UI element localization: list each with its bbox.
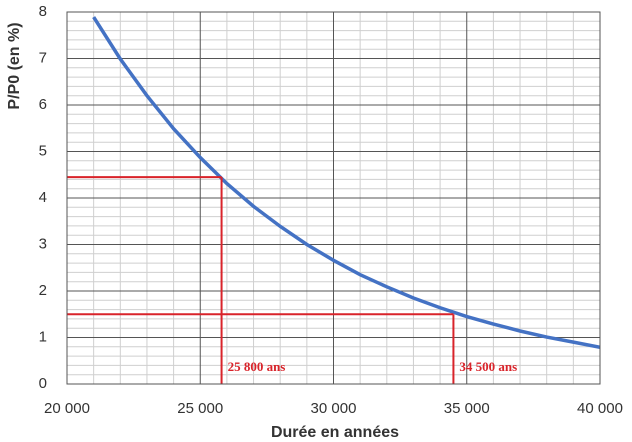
y-tick-label: 4 [39, 189, 47, 206]
plot-border [66, 11, 601, 385]
x-tick-label: 35 000 [444, 400, 490, 417]
y-axis-title: P/P0 (en %) [6, 22, 23, 109]
y-tick-label: 0 [39, 375, 47, 392]
y-tick-label: 5 [39, 142, 47, 159]
y-tick-label: 7 [39, 49, 47, 66]
y-tick-label: 3 [39, 235, 47, 252]
annotation: 25 800 ans [228, 359, 286, 374]
x-tick-label: 25 000 [177, 400, 223, 417]
y-tick-label: 2 [39, 282, 47, 299]
x-tick-label: 30 000 [311, 400, 357, 417]
y-tick-label: 6 [39, 96, 47, 113]
x-tick-label: 20 000 [44, 400, 90, 417]
annotation: 34 500 ans [459, 359, 517, 374]
curve [92, 16, 600, 349]
x-tick-label: 40 000 [577, 400, 623, 417]
x-axis-title: Durée en années [271, 424, 399, 441]
y-tick-label: 8 [39, 3, 47, 20]
y-tick-label: 1 [39, 328, 47, 345]
